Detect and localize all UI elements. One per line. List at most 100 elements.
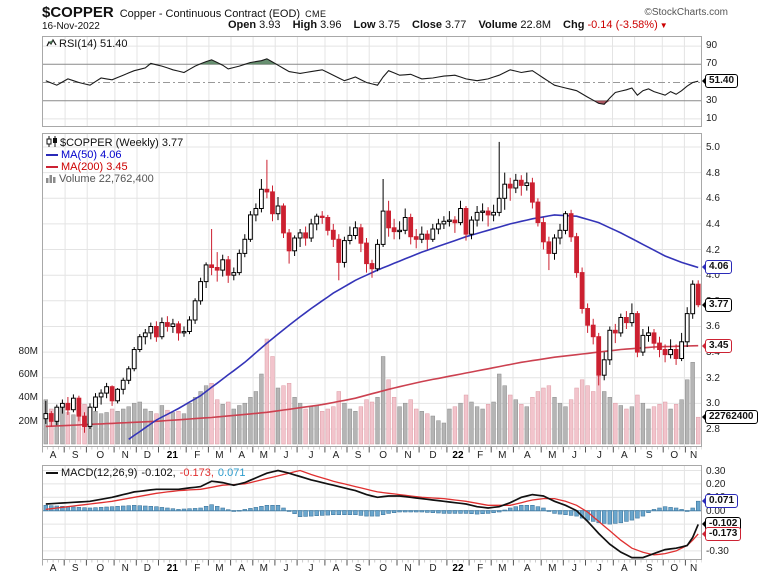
x-axis-middle: A S O N D 21 F M A M J J A S O N D 22 F M A M J J A S O N [42,447,702,463]
x-axis-label-O: O [670,450,679,461]
x-axis-label-J: J [596,450,602,461]
macd-hist-value-box: 0.071 [701,494,739,509]
price-tick-3.6: 3.6 [706,321,720,333]
x-axis-label-D: D [429,563,437,574]
x-axis-label-M: M [259,563,269,574]
macd-plot [43,466,701,559]
x-axis-label-D: D [429,450,437,461]
ma50-legend: MA(50) 4.06 [46,149,122,161]
volume-bars-icon [46,175,56,183]
price-plot [43,134,701,446]
x-axis-label-22: 22 [452,450,464,461]
x-axis-label-S: S [645,563,653,574]
x-axis-label-N: N [404,450,412,461]
x-axis-label-J: J [596,563,602,574]
volume-tick-20M: 20M [18,415,38,427]
price-tick-2.8: 2.8 [706,423,720,435]
rsi-tick-10: 10 [706,112,718,124]
price-legend-symbol-text: $COPPER (Weekly) 3.77 [60,137,184,149]
low-label: Low [353,19,376,31]
volume-tick-80M: 80M [18,345,38,357]
ohlc-quote-row: Open 3.93 High 3.96 Low 3.75 Close 3.77 Volu… [228,19,668,31]
ma200-legend: MA(200) 3.45 [46,161,128,173]
chart-title-row: $COPPER Copper - Continuous Contract (EOD… [42,4,327,22]
macd-tick--0.30: -0.30 [706,545,729,557]
price-tick-4.4: 4.4 [706,218,720,230]
low-value: 3.75 [378,19,400,31]
x-axis-label-O: O [379,450,387,461]
ma50-line-icon [46,154,58,157]
x-axis-label-M: M [498,450,507,461]
x-axis-label-M: M [548,563,557,574]
ma200-value-box: 3.45 [701,338,733,353]
x-axis-label-D: D [143,450,151,461]
x-axis-label-A: A [523,563,531,574]
x-axis-label-22: 22 [452,563,464,574]
close-value: 3.77 [445,19,467,31]
x-axis-label-N: N [121,563,129,574]
x-axis-label-O: O [670,563,679,574]
price-tick-3.0: 3.0 [706,398,720,410]
rsi-panel [42,36,702,127]
rsi-tick-90: 90 [706,40,718,52]
macd-legend: MACD(12,26,9) -0.102, -0.173, 0.071 [46,467,245,479]
x-axis-label-N: N [690,450,698,461]
close-value-box: 3.77 [701,297,733,312]
x-axis-label-M: M [548,450,557,461]
x-axis-label-J: J [308,563,314,574]
x-axis-label-M: M [259,450,269,461]
x-axis-middle-ticks [42,447,702,453]
open-label: Open [228,19,257,31]
macd-panel [42,465,702,560]
exchange-label: CME [305,9,327,19]
macd-hist-text: 0.071 [217,467,246,479]
price-tick-4.6: 4.6 [706,193,720,205]
x-axis-label-F: F [477,450,484,461]
x-axis-bottom-ticks [42,560,702,566]
price-tick-4.8: 4.8 [706,167,720,179]
price-tick-3.2: 3.2 [706,372,720,384]
x-axis-label-M: M [498,563,507,574]
x-axis-label-J: J [308,450,314,461]
x-axis-label-J: J [571,450,577,461]
rsi-indicator-icon [46,38,57,47]
x-axis-label-J: J [283,563,289,574]
x-axis-label-F: F [477,563,484,574]
candlestick-icon [46,136,57,147]
x-axis-label-N: N [121,450,129,461]
macd-signal-value-box: -0.173 [701,526,742,541]
x-axis-label-M: M [215,450,224,461]
macd-value-text: -0.102, [141,467,176,479]
x-axis-label-O: O [96,563,105,574]
x-axis-label-A: A [238,450,245,461]
rsi-legend: RSI(14) 51.40 [46,38,127,50]
macd-line-icon [46,472,58,475]
rsi-tick-30: 30 [706,94,718,106]
x-axis-label-S: S [71,563,79,574]
chg-label: Chg [563,19,585,31]
price-tick-4.2: 4.2 [706,244,720,256]
open-value: 3.93 [259,19,281,31]
chg-value: -0.14 (-3.58%) [587,19,658,31]
high-value: 3.96 [320,19,342,31]
volume-tick-60M: 60M [18,368,38,380]
price-tick-4.0: 4.0 [706,270,720,282]
x-axis-label-D: D [143,563,151,574]
x-axis-label-J: J [283,450,289,461]
high-label: High [292,19,318,31]
stockcharts-copyright-link[interactable]: ©StockCharts.com [644,7,728,18]
x-axis-label-N: N [404,563,412,574]
macd-tick-0.00: 0.00 [706,505,726,517]
x-axis-label-A: A [332,450,340,461]
ma50-legend-text: MA(50) 4.06 [61,149,122,161]
close-label: Close [412,19,442,31]
x-axis-label-S: S [354,563,362,574]
x-axis-label-N: N [690,563,698,574]
macd-signal-text: -0.173, [179,467,214,479]
macd-tick-0.20: 0.20 [706,478,726,490]
price-tick-5.0: 5.0 [706,142,720,153]
instrument-description: Copper - Continuous Contract (EOD) [119,8,301,20]
x-axis-label-J: J [571,563,577,574]
ticker-symbol: $COPPER [42,4,114,21]
